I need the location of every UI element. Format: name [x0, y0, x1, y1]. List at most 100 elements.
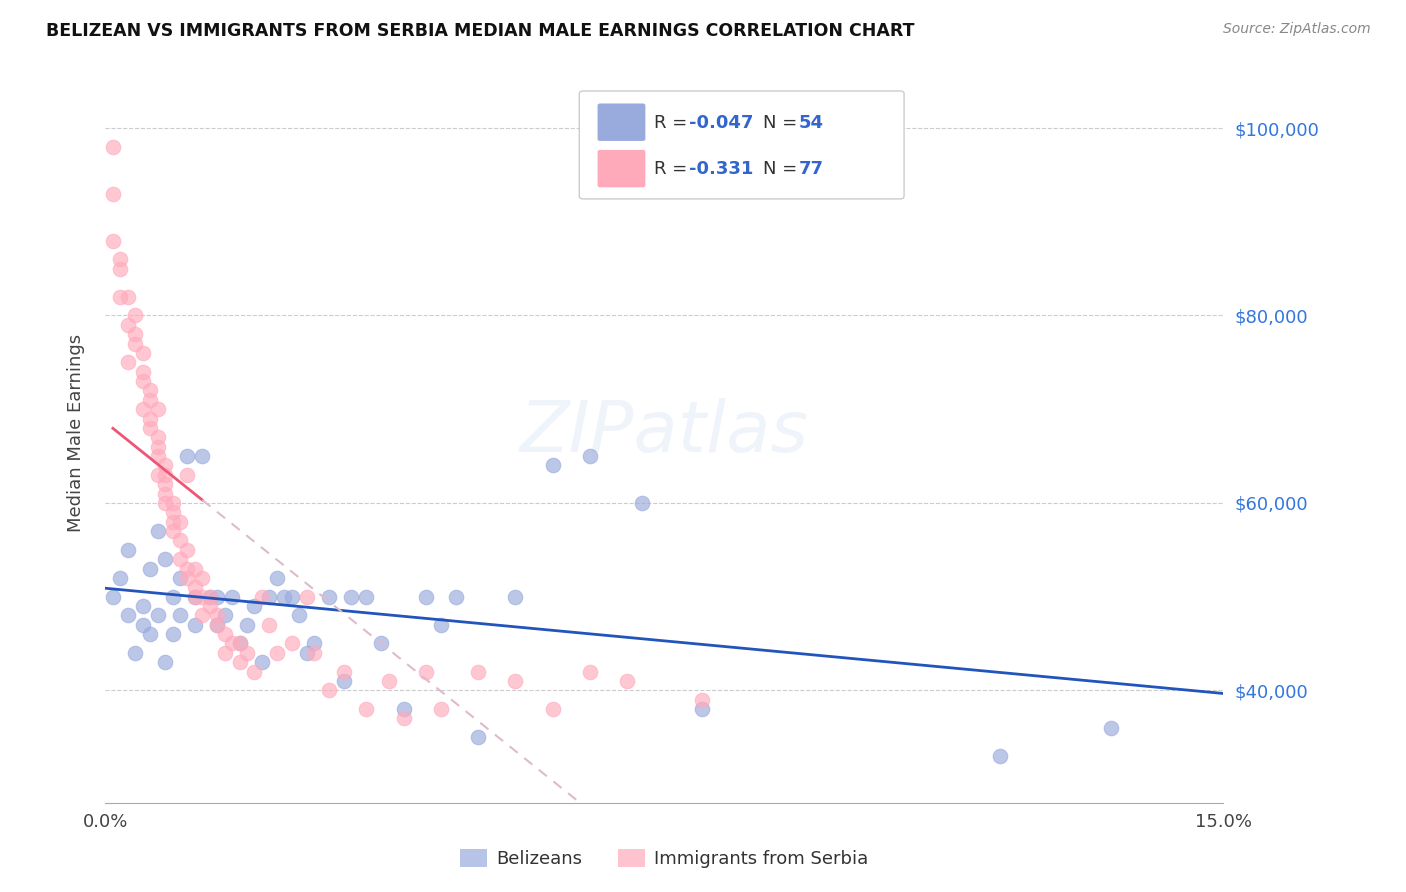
Point: [541, 458, 564, 473]
Point: [162, 496, 184, 510]
Point: [110, 252, 132, 267]
Point: [250, 655, 273, 669]
Text: 54: 54: [799, 114, 824, 132]
Point: [370, 636, 392, 650]
Point: [354, 702, 377, 716]
Point: [153, 477, 176, 491]
Point: [153, 655, 176, 669]
Point: [392, 702, 415, 716]
Point: [169, 515, 191, 529]
Point: [444, 590, 467, 604]
Point: [191, 608, 214, 623]
Point: [690, 692, 713, 706]
Point: [228, 655, 250, 669]
Legend: Belizeans, Immigrants from Serbia: Belizeans, Immigrants from Serbia: [453, 841, 876, 875]
Point: [153, 552, 176, 566]
Text: -0.331: -0.331: [689, 161, 754, 178]
Point: [541, 702, 564, 716]
Point: [146, 440, 169, 454]
Point: [198, 590, 221, 604]
Point: [132, 402, 155, 417]
Point: [191, 449, 214, 463]
Point: [198, 590, 221, 604]
Point: [205, 617, 228, 632]
Point: [139, 561, 162, 575]
Point: [153, 486, 176, 500]
Point: [415, 590, 437, 604]
Point: [198, 599, 221, 613]
Point: [117, 608, 139, 623]
Point: [243, 665, 266, 679]
Point: [392, 711, 415, 725]
Point: [169, 608, 191, 623]
Point: [162, 590, 184, 604]
Point: [1099, 721, 1122, 735]
Text: N =: N =: [763, 114, 803, 132]
Point: [354, 590, 377, 604]
Point: [162, 524, 184, 538]
Text: ZIPatlas: ZIPatlas: [520, 398, 808, 467]
Point: [616, 673, 638, 688]
Point: [146, 608, 169, 623]
Point: [221, 590, 243, 604]
Point: [631, 496, 654, 510]
Point: [146, 524, 169, 538]
Text: 77: 77: [799, 161, 824, 178]
Point: [259, 590, 281, 604]
Point: [281, 590, 304, 604]
Point: [205, 590, 228, 604]
Point: [302, 646, 325, 660]
Point: [110, 261, 132, 276]
Text: R =: R =: [654, 114, 693, 132]
Point: [124, 336, 146, 351]
Point: [377, 673, 399, 688]
Point: [139, 411, 162, 425]
Point: [184, 617, 207, 632]
Point: [162, 505, 184, 519]
Point: [191, 571, 214, 585]
Point: [124, 327, 146, 342]
Point: [236, 617, 259, 632]
Point: [101, 140, 124, 154]
Text: -0.047: -0.047: [689, 114, 754, 132]
Point: [228, 636, 250, 650]
Point: [430, 617, 453, 632]
Point: [176, 542, 198, 557]
Point: [333, 673, 356, 688]
Point: [415, 665, 437, 679]
Point: [146, 430, 169, 444]
Point: [503, 590, 526, 604]
Point: [503, 673, 526, 688]
Point: [146, 402, 169, 417]
Point: [302, 636, 325, 650]
Point: [228, 636, 250, 650]
Point: [124, 646, 146, 660]
Point: [132, 599, 155, 613]
Point: [205, 608, 228, 623]
Point: [153, 458, 176, 473]
Point: [169, 533, 191, 548]
Point: [153, 496, 176, 510]
Text: R =: R =: [654, 161, 693, 178]
Point: [184, 590, 207, 604]
Point: [273, 590, 295, 604]
Point: [988, 748, 1011, 763]
Point: [288, 608, 311, 623]
Point: [184, 561, 207, 575]
Point: [579, 665, 602, 679]
Point: [467, 730, 489, 744]
Point: [139, 421, 162, 435]
Point: [169, 552, 191, 566]
Point: [266, 646, 288, 660]
Point: [132, 365, 155, 379]
Point: [214, 627, 236, 641]
Point: [243, 599, 266, 613]
Point: [214, 608, 236, 623]
Point: [430, 702, 453, 716]
Point: [162, 515, 184, 529]
Point: [236, 646, 259, 660]
Point: [259, 617, 281, 632]
Point: [117, 290, 139, 304]
Point: [176, 449, 198, 463]
Point: [139, 384, 162, 398]
